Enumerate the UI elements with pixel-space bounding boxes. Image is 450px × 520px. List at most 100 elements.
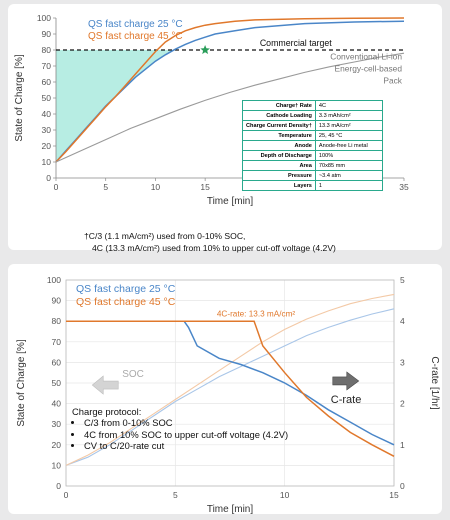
y2-tick-label: 5 [400,275,405,285]
line-qs-45c [55,17,405,163]
spec-value: 25, 45 °C [314,130,383,141]
spec-row: Pressure ~3.4 atm [242,170,383,181]
x-tick-label: 15 [389,490,399,500]
line-conventional [55,52,405,163]
spec-value: Anode-free Li metal [314,140,383,151]
spec-key: Layers [242,180,316,191]
y2-tick-label: 2 [400,399,405,409]
y-tick-label: 10 [52,460,62,470]
y-tick-label: 80 [52,316,62,326]
spec-table: Charge† Rate 4C Cathode Loading 3.3 mAh/cm²… [242,100,383,191]
soc-arrow-label: SOC [122,369,144,380]
line-soc-45c [65,293,395,466]
legend-qs-45c: QS fast charge 45 °C [88,31,183,42]
soc-arrow-icon [91,375,119,395]
x-tick-label: 10 [280,490,290,500]
spec-key: Temperature [242,130,316,141]
spec-row: Area 70x85 mm [242,160,383,171]
spec-row: Charge Current Density† 13.3 mA/cm² [242,120,383,131]
y2-axis-title: C-rate [1/hr] [429,356,440,410]
spec-key: Area [242,160,316,171]
spec-key: Pressure [242,170,316,181]
charge-protocol-title: Charge protocol: [72,406,142,417]
y-tick-label: 60 [42,77,52,87]
x-axis-title: Time [min] [207,196,254,207]
x-tick-label: 15 [200,182,210,192]
spec-row: Depth of Discharge 100% [242,150,383,161]
footnote: †C/3 (1.1 mA/cm²) used from 0-10% SOC, 4… [84,230,336,254]
conventional-label-2: Energy-cell-based [335,64,403,74]
x-tick-label: 10 [151,182,161,192]
y-tick-label: 0 [56,481,61,491]
spec-value: 3.3 mAh/cm² [314,110,383,121]
spec-row: Temperature 25, 45 °C [242,130,383,141]
y-tick-label: 0 [46,173,51,183]
y-tick-label: 70 [52,337,62,347]
y2-tick-label: 1 [400,440,405,450]
y-tick-label: 20 [52,440,62,450]
x-tick-label: 5 [103,182,108,192]
x-tick-label: 0 [54,182,59,192]
spec-value: 13.3 mA/cm² [314,120,383,131]
spec-row: Layers 1 [242,180,383,191]
y-tick-label: 60 [52,357,62,367]
bottom-chart-panel: 0 10 20 30 40 50 60 70 80 90 100 0 1 2 3 4 5 0 5 10 15 Time [… [8,264,442,515]
y-tick-label: 70 [42,61,52,71]
spec-row: Cathode Loading 3.3 mAh/cm² [242,110,383,121]
y-tick-label: 90 [52,296,62,306]
commercial-target-label: Commercial target [260,38,332,48]
charge-protocol: Charge protocol: C/3 from 0-10% SOC4C fr… [72,406,288,452]
legend-qs-25c: QS fast charge 25 °C [76,283,176,295]
y-tick-label: 50 [52,378,62,388]
top-chart-panel: 010203040506070809010005101520253035Time… [8,4,442,253]
y2-tick-label: 4 [400,316,405,326]
x-tick-label: 0 [64,490,69,500]
top-chart-svg: 010203040506070809010005101520253035Time… [14,13,409,207]
y-tick-label: 40 [52,399,62,409]
y2-tick-label: 0 [400,481,405,491]
target-gap-shading [56,50,206,162]
legend-qs-25c: QS fast charge 25 °C [88,19,183,30]
conventional-label-1: Conventional Li-ion [330,52,402,62]
y-axis-title: State of Charge [%] [14,54,25,141]
spec-row: Charge† Rate 4C [242,100,383,111]
y-axis-title: State of Charge [%] [16,339,27,426]
x-tick-label: 5 [173,490,178,500]
line-crate-45c [66,320,395,457]
x-axis-title: Time [min] [207,504,254,515]
y-tick-label: 100 [37,13,51,23]
y-tick-label: 30 [52,419,62,429]
orange-rate-label: 4C-rate: 13.3 mA/cm² [217,309,296,318]
protocol-item: 4C from 10% SOC to upper cut-off voltage… [84,429,288,440]
plot-frame [65,279,395,487]
y-tick-label: 90 [42,29,52,39]
y-tick-label: 20 [42,141,52,151]
crate-arrow-label: C-rate [331,394,362,406]
protocol-item: CV to C/20-rate cut [84,440,288,451]
spec-key: Cathode Loading [242,110,316,121]
protocol-item: C/3 from 0-10% SOC [84,417,288,428]
footnote-line-2: 4C (13.3 mA/cm²) used from 10% to upper … [92,243,336,253]
y-tick-label: 10 [42,157,52,167]
spec-key: Charge† Rate [242,100,316,111]
spec-value: ~3.4 atm [314,170,383,181]
spec-value: 1 [314,180,383,191]
y2-tick-label: 3 [400,357,405,367]
spec-value: 70x85 mm [314,160,383,171]
y-tick-label: 100 [47,275,61,285]
spec-value: 4C [314,100,383,111]
spec-key: Anode [242,140,316,151]
line-soc-25c [65,308,395,466]
footnote-line-1: †C/3 (1.1 mA/cm²) used from 0-10% SOC, [84,231,246,241]
spec-row: Anode Anode-free Li metal [242,140,383,151]
y-tick-label: 50 [42,93,52,103]
crate-arrow-icon [332,371,360,391]
target-star-marker [200,45,210,54]
y-tick-label: 80 [42,45,52,55]
x-tick-label: 35 [399,182,409,192]
spec-value: 100% [314,150,383,161]
y-tick-label: 40 [42,109,52,119]
conventional-label-3: Pack [383,76,402,86]
spec-key: Depth of Discharge [242,150,316,161]
